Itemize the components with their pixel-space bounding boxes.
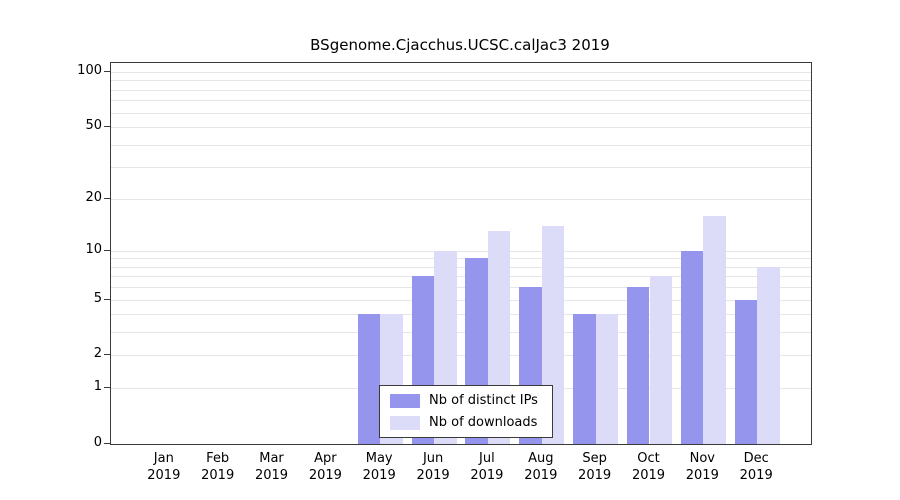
gridline: [111, 127, 811, 129]
gridline: [111, 355, 811, 357]
legend-swatch-nb-of-distinct-ips: [390, 393, 420, 408]
x-tick-month: Mar: [259, 451, 284, 466]
y-tick-label: 100: [77, 63, 102, 78]
y-tick-mark: [104, 197, 110, 199]
gridline: [111, 144, 811, 146]
y-tick-mark: [104, 387, 110, 389]
y-tick-mark: [104, 249, 110, 251]
bar-nb-of-downloads: [703, 215, 726, 444]
x-tick-label: Aug 2019: [509, 450, 573, 484]
legend: Nb of distinct IPs Nb of downloads: [379, 385, 553, 438]
x-tick-month: Apr: [314, 451, 337, 466]
x-tick-year: 2019: [201, 468, 235, 483]
x-tick-month: Nov: [689, 451, 715, 466]
y-tick-mark: [104, 71, 110, 72]
x-tick-month: Jul: [479, 451, 495, 466]
bar-nb-of-downloads: [757, 266, 780, 444]
x-tick-label: Jan 2019: [132, 450, 196, 484]
bar-nb-of-downloads: [595, 314, 619, 444]
bar-nb-of-distinct-ips: [680, 250, 704, 444]
plot-area: Nb of distinct IPs Nb of downloads: [110, 62, 812, 445]
y-tick-label: 50: [85, 118, 102, 134]
x-tick-label: Feb 2019: [186, 450, 250, 484]
x-tick-year: 2019: [631, 468, 666, 483]
x-tick-month: Sep: [582, 451, 607, 466]
x-tick-label: Apr 2019: [293, 450, 357, 484]
gridline: [111, 258, 811, 260]
gridline: [111, 332, 811, 334]
x-tick-month: Jan: [153, 451, 174, 466]
x-tick-month: May: [365, 451, 393, 466]
x-tick-month: Jun: [422, 451, 444, 466]
x-tick-year: 2019: [254, 468, 289, 483]
x-tick-label: May 2019: [347, 450, 411, 484]
bar-nb-of-distinct-ips: [573, 314, 596, 444]
y-tick-mark: [104, 443, 110, 444]
x-tick-year: 2019: [147, 468, 181, 483]
gridline: [111, 72, 811, 73]
gridline: [111, 80, 811, 82]
x-tick-month: Aug: [528, 451, 554, 466]
bar-nb-of-distinct-ips: [357, 314, 381, 444]
legend-item: Nb of distinct IPs: [390, 393, 538, 408]
x-tick-year: 2019: [739, 468, 773, 483]
x-tick-label: Dec 2019: [724, 450, 788, 484]
x-tick-month: Oct: [637, 451, 660, 466]
legend-label: Nb of distinct IPs: [429, 393, 538, 408]
x-tick-month: Feb: [206, 451, 230, 466]
y-tick-label: 10: [85, 241, 102, 257]
gridline: [111, 266, 811, 268]
gridline: [111, 112, 811, 114]
bar-nb-of-distinct-ips: [734, 299, 758, 444]
x-tick-month: Dec: [743, 451, 769, 466]
x-tick-year: 2019: [308, 468, 342, 483]
y-tick-mark: [104, 298, 110, 300]
legend-label: Nb of downloads: [429, 415, 538, 430]
y-tick-label: 5: [93, 290, 102, 306]
x-tick-year: 2019: [470, 468, 504, 483]
gridline: [111, 299, 811, 301]
gridline: [111, 100, 811, 102]
y-tick-label: 20: [85, 189, 102, 205]
y-tick-label: 2: [93, 346, 102, 362]
bar-nb-of-distinct-ips: [626, 287, 650, 444]
gridline: [111, 276, 811, 278]
y-tick-mark: [104, 354, 110, 356]
x-tick-year: 2019: [362, 468, 396, 483]
x-tick-year: 2019: [578, 468, 612, 483]
x-tick-label: Jul 2019: [455, 450, 519, 484]
x-tick-label: Mar 2019: [240, 450, 304, 484]
x-tick-year: 2019: [685, 468, 719, 483]
x-tick-year: 2019: [416, 468, 450, 483]
gridline: [111, 287, 811, 289]
y-tick-label: 1: [93, 379, 102, 395]
x-tick-label: Sep 2019: [563, 450, 627, 484]
y-tick-mark: [104, 126, 110, 128]
gridline: [111, 314, 811, 316]
gridline: [111, 167, 811, 169]
gridline: [111, 250, 811, 252]
x-tick-label: Oct 2019: [617, 450, 681, 484]
x-tick-year: 2019: [524, 468, 558, 483]
chart-title: BSgenome.Cjacchus.UCSC.calJac3 2019: [310, 36, 610, 54]
legend-swatch-nb-of-downloads: [390, 415, 420, 430]
legend-item: Nb of downloads: [390, 415, 538, 430]
gridline: [111, 198, 811, 200]
x-tick-label: Nov 2019: [670, 450, 734, 484]
y-tick-label: 0: [93, 435, 102, 450]
gridline: [111, 89, 811, 91]
bar-nb-of-downloads: [649, 276, 673, 444]
x-tick-label: Jun 2019: [401, 450, 465, 484]
